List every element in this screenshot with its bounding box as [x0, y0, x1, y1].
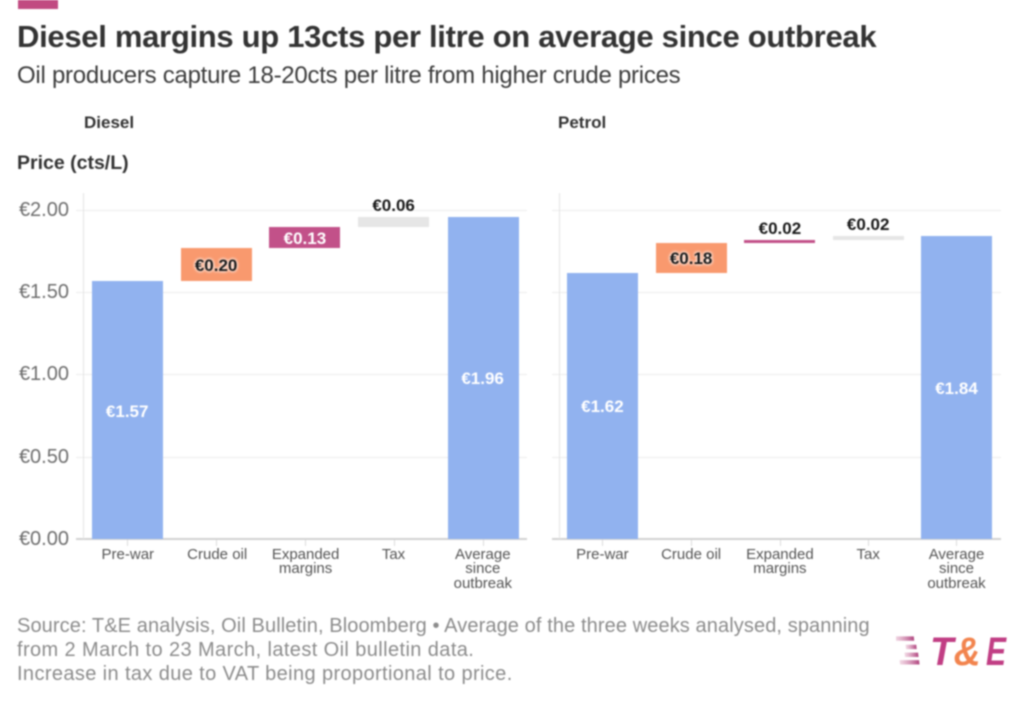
svg-text:&: &: [954, 635, 981, 666]
svg-text:T: T: [930, 635, 957, 666]
svg-text:E: E: [986, 635, 1007, 666]
